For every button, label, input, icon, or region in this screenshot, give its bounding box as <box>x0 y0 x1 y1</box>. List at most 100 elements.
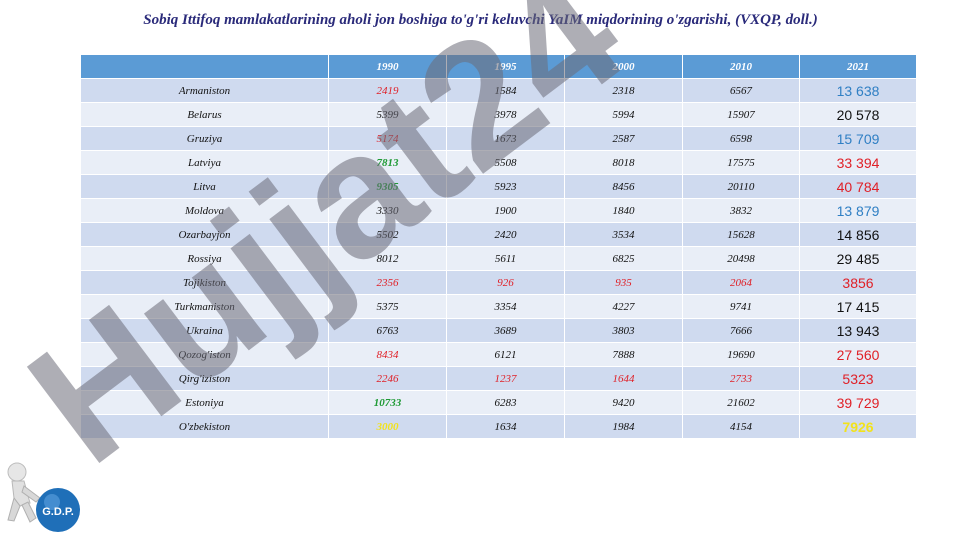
header-1995: 1995 <box>446 54 565 79</box>
country-cell: Qirg'iziston <box>80 366 329 391</box>
value-cell-2021: 33 394 <box>799 150 917 175</box>
value-cell-2010: 21602 <box>682 390 800 415</box>
value-cell-2010: 20110 <box>682 174 800 199</box>
value-cell-2010: 9741 <box>682 294 800 319</box>
value-cell-2021: 7926 <box>799 414 917 439</box>
value-cell-1990: 2356 <box>328 270 447 295</box>
value-cell-2021: 40 784 <box>799 174 917 199</box>
value-cell-2021: 14 856 <box>799 222 917 247</box>
value-cell-1990: 3330 <box>328 198 447 223</box>
value-cell-2010: 6598 <box>682 126 800 151</box>
value-cell-1990: 5399 <box>328 102 447 127</box>
value-cell-2000: 3803 <box>564 318 683 343</box>
header-2010: 2010 <box>682 54 800 79</box>
value-cell-1995: 926 <box>446 270 565 295</box>
value-cell-1990: 10733 <box>328 390 447 415</box>
value-cell-1995: 1584 <box>446 78 565 103</box>
value-cell-1995: 5611 <box>446 246 565 271</box>
value-cell-2021: 3856 <box>799 270 917 295</box>
value-cell-1990: 5375 <box>328 294 447 319</box>
value-cell-2021: 27 560 <box>799 342 917 367</box>
value-cell-2010: 15907 <box>682 102 800 127</box>
value-cell-1990: 6763 <box>328 318 447 343</box>
value-cell-1990: 5174 <box>328 126 447 151</box>
value-cell-1995: 3354 <box>446 294 565 319</box>
value-cell-2000: 935 <box>564 270 683 295</box>
value-cell-2000: 8456 <box>564 174 683 199</box>
value-cell-2021: 39 729 <box>799 390 917 415</box>
header-2021: 2021 <box>799 54 917 79</box>
table-row: Rossiya 8012 5611 6825 20498 29 485 <box>80 246 917 271</box>
value-cell-2010: 6567 <box>682 78 800 103</box>
value-cell-1995: 1900 <box>446 198 565 223</box>
country-cell: Latviya <box>80 150 329 175</box>
value-cell-2000: 5994 <box>564 102 683 127</box>
table-header-row: 1990 1995 2000 2010 2021 <box>80 54 917 79</box>
value-cell-2010: 19690 <box>682 342 800 367</box>
value-cell-2010: 2064 <box>682 270 800 295</box>
value-cell-2000: 1840 <box>564 198 683 223</box>
header-1990: 1990 <box>328 54 447 79</box>
value-cell-1995: 6283 <box>446 390 565 415</box>
value-cell-2010: 15628 <box>682 222 800 247</box>
gdp-logo-label: G.D.P. <box>42 506 74 518</box>
value-cell-2010: 4154 <box>682 414 800 439</box>
value-cell-1990: 2419 <box>328 78 447 103</box>
value-cell-2000: 4227 <box>564 294 683 319</box>
value-cell-1990: 9305 <box>328 174 447 199</box>
country-cell: Ozarbayjon <box>80 222 329 247</box>
value-cell-2000: 7888 <box>564 342 683 367</box>
value-cell-2000: 2318 <box>564 78 683 103</box>
value-cell-1995: 1634 <box>446 414 565 439</box>
value-cell-2021: 13 943 <box>799 318 917 343</box>
table-row: Litva 9305 5923 8456 20110 40 784 <box>80 174 917 199</box>
table-row: Latviya 7813 5508 8018 17575 33 394 <box>80 150 917 175</box>
value-cell-2000: 6825 <box>564 246 683 271</box>
value-cell-2021: 17 415 <box>799 294 917 319</box>
value-cell-1995: 3978 <box>446 102 565 127</box>
page-title: Sobiq Ittifoq mamlakatlarining aholi jon… <box>143 12 818 28</box>
table-row: O'zbekiston 3000 1634 1984 4154 7926 <box>80 414 917 439</box>
header-2000: 2000 <box>564 54 683 79</box>
header-country <box>80 54 329 79</box>
value-cell-2010: 7666 <box>682 318 800 343</box>
country-cell: Belarus <box>80 102 329 127</box>
table-row: Belarus 5399 3978 5994 15907 20 578 <box>80 102 917 127</box>
value-cell-1995: 6121 <box>446 342 565 367</box>
table-row: Ozarbayjon 5502 2420 3534 15628 14 856 <box>80 222 917 247</box>
value-cell-2021: 13 879 <box>799 198 917 223</box>
table-row: Gruziya 5174 1673 2587 6598 15 709 <box>80 126 917 151</box>
value-cell-1995: 1237 <box>446 366 565 391</box>
country-cell: Tojikiston <box>80 270 329 295</box>
country-cell: Moldova <box>80 198 329 223</box>
value-cell-2000: 3534 <box>564 222 683 247</box>
value-cell-2021: 5323 <box>799 366 917 391</box>
country-cell: Ukraina <box>80 318 329 343</box>
value-cell-2021: 13 638 <box>799 78 917 103</box>
value-cell-1990: 5502 <box>328 222 447 247</box>
value-cell-2010: 3832 <box>682 198 800 223</box>
country-cell: Gruziya <box>80 126 329 151</box>
country-cell: Litva <box>80 174 329 199</box>
gdp-table: 1990 1995 2000 2010 2021 Armaniston 2419 1… <box>80 54 917 439</box>
value-cell-1990: 3000 <box>328 414 447 439</box>
country-cell: Armaniston <box>80 78 329 103</box>
table-row: Estoniya 10733 6283 9420 21602 39 729 <box>80 390 917 415</box>
value-cell-2000: 1984 <box>564 414 683 439</box>
value-cell-1995: 1673 <box>446 126 565 151</box>
value-cell-1995: 2420 <box>446 222 565 247</box>
value-cell-2010: 17575 <box>682 150 800 175</box>
value-cell-2000: 8018 <box>564 150 683 175</box>
value-cell-1990: 7813 <box>328 150 447 175</box>
country-cell: Qozog'iston <box>80 342 329 367</box>
value-cell-2021: 20 578 <box>799 102 917 127</box>
country-cell: O'zbekiston <box>80 414 329 439</box>
value-cell-1995: 5508 <box>446 150 565 175</box>
table-row: Qozog'iston 8434 6121 7888 19690 27 560 <box>80 342 917 367</box>
table-row: Turkmaniston 5375 3354 4227 9741 17 415 <box>80 294 917 319</box>
value-cell-2010: 2733 <box>682 366 800 391</box>
table-row: Ukraina 6763 3689 3803 7666 13 943 <box>80 318 917 343</box>
value-cell-1990: 8012 <box>328 246 447 271</box>
value-cell-2000: 1644 <box>564 366 683 391</box>
value-cell-2000: 9420 <box>564 390 683 415</box>
